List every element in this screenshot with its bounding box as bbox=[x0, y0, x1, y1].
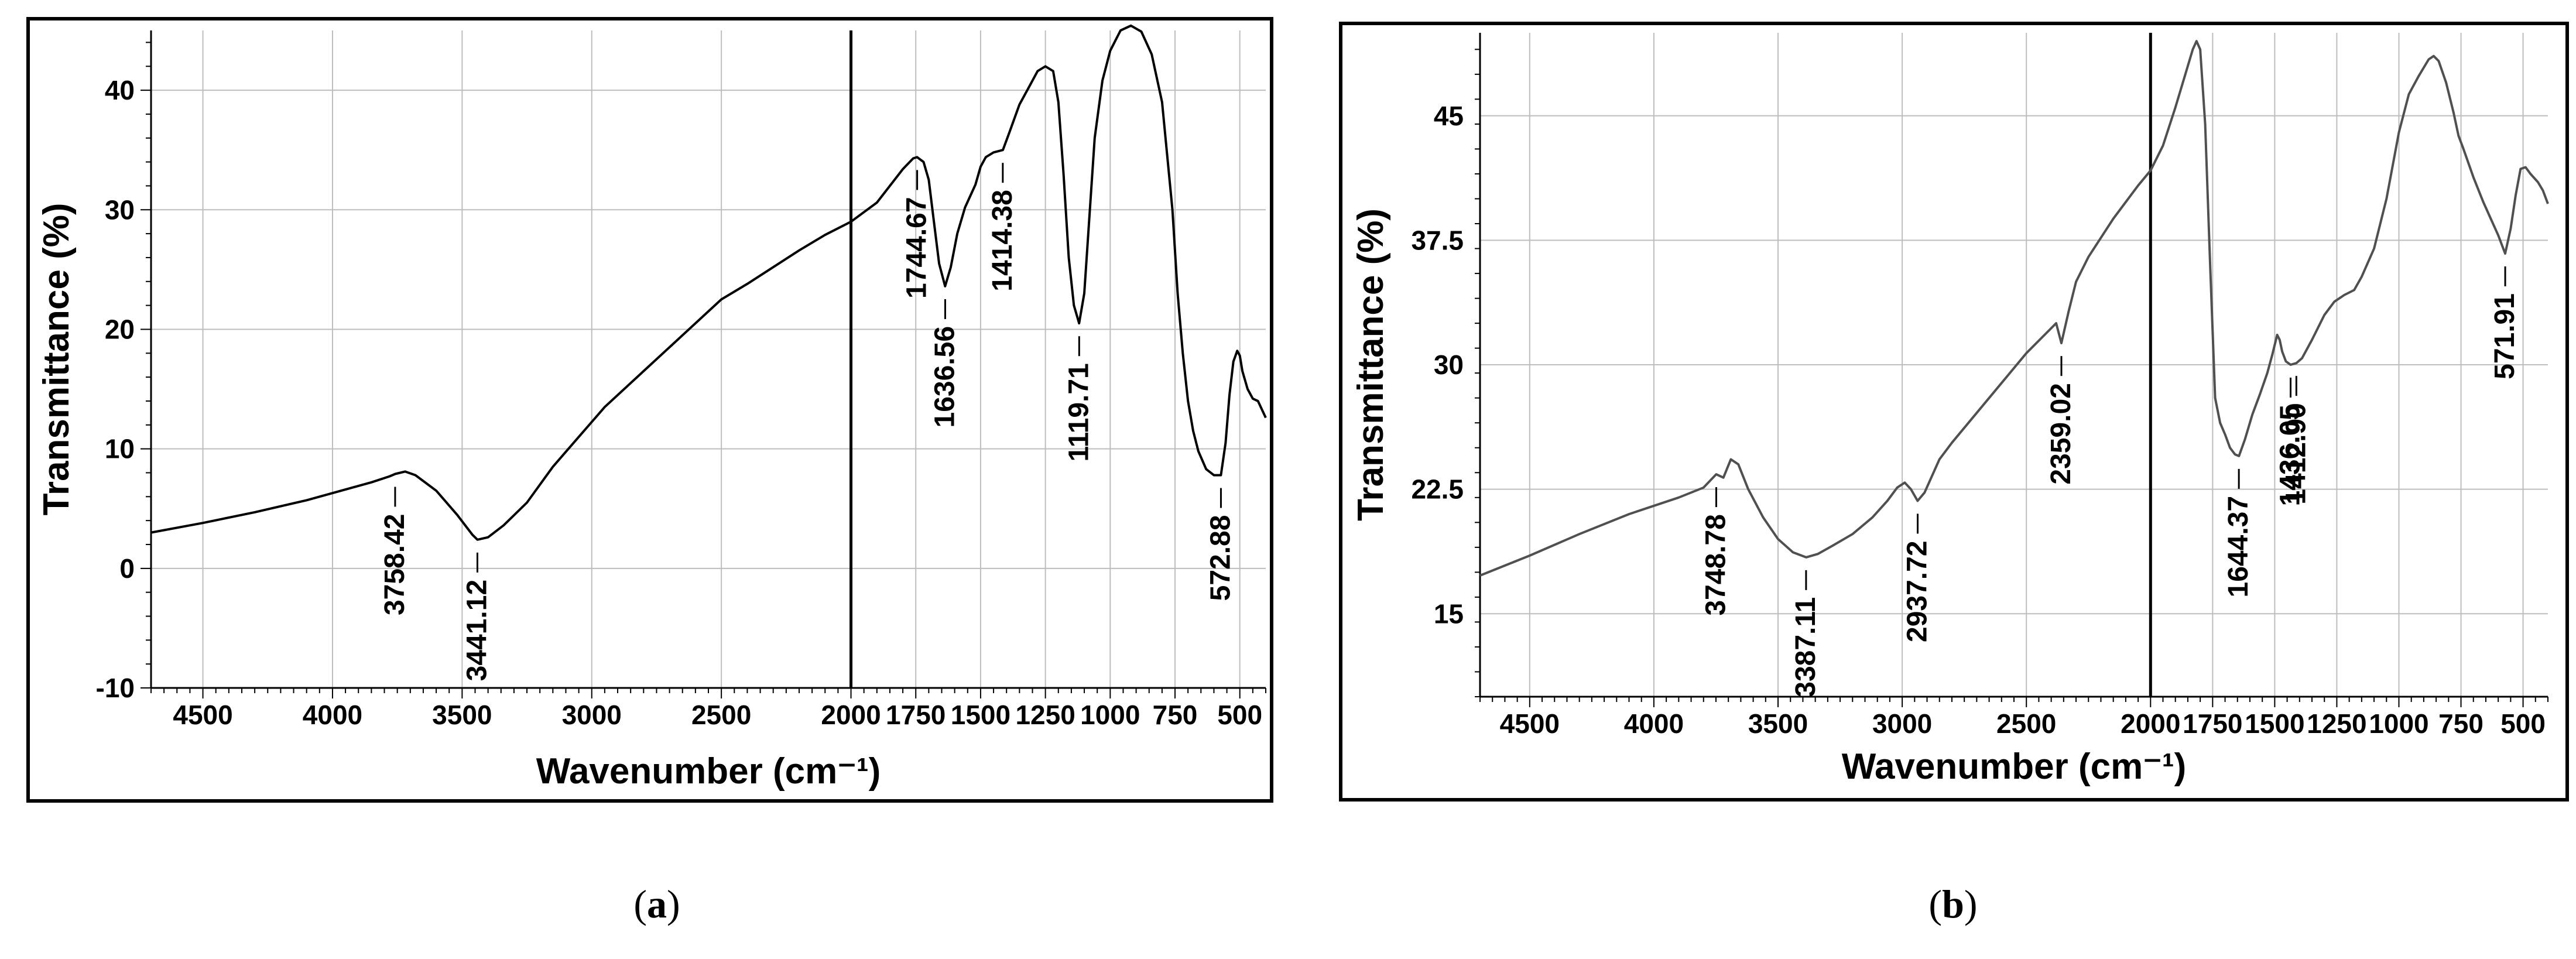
x-tick-label: 2500 bbox=[691, 700, 751, 730]
x-tick-label: 2000 bbox=[2121, 708, 2180, 739]
peak-annotation: 2359.02 bbox=[2046, 356, 2077, 485]
peak-label: 1414.38 bbox=[987, 190, 1018, 292]
y-tick-label: -10 bbox=[96, 673, 135, 703]
x-tick-label: 1000 bbox=[1080, 700, 1140, 730]
peak-label: 3387.11 bbox=[1790, 597, 1821, 697]
peak-label: 3758.42 bbox=[379, 514, 410, 616]
peak-label: 571.91 bbox=[2489, 293, 2520, 379]
chart-panel-b: 4500 4000 3500 3000 2500 2000 1750 1500 1250 1000… bbox=[1339, 22, 2569, 802]
panel-label-b: (b) bbox=[1928, 882, 1978, 926]
y-tick-label: 0 bbox=[119, 553, 135, 584]
gridlines bbox=[1480, 33, 2548, 697]
x-tick-label: 1750 bbox=[2183, 708, 2242, 739]
x-tick-label: 3500 bbox=[432, 700, 492, 730]
minor-ticks bbox=[1475, 49, 2548, 707]
y-tick-label: 10 bbox=[105, 434, 135, 464]
peak-annotation: 3441.12 bbox=[461, 552, 492, 681]
peak-annotation: 3758.42 bbox=[379, 487, 410, 616]
x-tick-label: 4000 bbox=[303, 700, 362, 730]
peak-label: 1436.05 bbox=[2275, 405, 2306, 506]
peak-label: 2937.72 bbox=[1902, 540, 1933, 642]
x-tick-label: 500 bbox=[1217, 700, 1262, 730]
x-axis-label: Wavenumber (cm⁻¹) bbox=[1842, 746, 2187, 787]
peak-label: 1119.71 bbox=[1063, 363, 1094, 461]
peak-annotation: 2937.72 bbox=[1902, 513, 1933, 642]
x-tick-label: 750 bbox=[2438, 708, 2483, 739]
x-tick-label: 1500 bbox=[951, 700, 1010, 730]
peak-annotation: 571.91 bbox=[2489, 266, 2520, 379]
gridlines bbox=[151, 30, 1266, 689]
x-tick-label: 500 bbox=[2500, 708, 2546, 739]
y-tick-label: 22.5 bbox=[1411, 474, 1464, 505]
y-tick-label: 15 bbox=[1434, 598, 1464, 629]
peak-annotation: 1414.38 bbox=[987, 163, 1018, 292]
x-tick-label: 1250 bbox=[1015, 700, 1075, 730]
y-tick-label: 30 bbox=[1434, 350, 1464, 380]
peak-label: 3748.78 bbox=[1700, 514, 1731, 616]
x-tick-label: 4500 bbox=[173, 700, 232, 730]
y-tick-label: 30 bbox=[105, 194, 135, 225]
y-tick-label: 40 bbox=[105, 75, 135, 105]
chart-panel-a: 4500 4000 3500 3000 2500 2000 1750 1500 1250 1000… bbox=[26, 17, 1273, 803]
x-tick-label: 4000 bbox=[1624, 708, 1684, 739]
peak-annotation: 572.88 bbox=[1205, 488, 1236, 601]
x-tick-label: 4500 bbox=[1500, 708, 1560, 739]
x-tick-label: 2000 bbox=[821, 700, 881, 730]
y-axis-label: Transmittance (%) bbox=[1351, 208, 1391, 521]
peak-annotation: 3387.11 bbox=[1790, 570, 1821, 697]
x-tick-label: 3000 bbox=[562, 700, 622, 730]
peak-annotation: 1412.90 bbox=[2280, 376, 2311, 505]
x-axis-label: Wavenumber (cm⁻¹) bbox=[536, 751, 881, 792]
peak-annotation: 1744.67 bbox=[902, 170, 933, 299]
panel-frame bbox=[1339, 22, 2569, 802]
peak-annotation: 1436.05 bbox=[2275, 378, 2306, 506]
x-tick-label: 1000 bbox=[2369, 708, 2428, 739]
series-line bbox=[1479, 40, 2549, 577]
minor-ticks bbox=[141, 42, 1266, 698]
peak-label: 572.88 bbox=[1205, 515, 1236, 601]
series-line bbox=[150, 24, 1267, 541]
peak-annotation: 3748.78 bbox=[1700, 487, 1731, 616]
peak-label: 1644.37 bbox=[2223, 496, 2254, 598]
y-tick-label: 45 bbox=[1434, 101, 1464, 131]
panel-frame bbox=[26, 17, 1273, 803]
peak-label: 3441.12 bbox=[461, 580, 492, 681]
x-tick-label: 1250 bbox=[2307, 708, 2366, 739]
y-axis-label: Transmittance (%) bbox=[36, 203, 77, 515]
y-tick-label: 37.5 bbox=[1411, 225, 1464, 255]
x-tick-label: 2500 bbox=[1996, 708, 2056, 739]
x-tick-label: 1750 bbox=[886, 700, 946, 730]
peak-label: 1412.90 bbox=[2280, 403, 2311, 505]
peak-label: 1744.67 bbox=[902, 197, 933, 299]
peak-label: 2359.02 bbox=[2046, 383, 2077, 485]
x-tick-label: 750 bbox=[1153, 700, 1198, 730]
x-tick-label: 3000 bbox=[1872, 708, 1932, 739]
panel-label-a: (a) bbox=[633, 882, 680, 926]
peak-annotation: 1644.37 bbox=[2223, 468, 2254, 598]
x-tick-label: 1500 bbox=[2245, 708, 2304, 739]
peak-label: 1636.56 bbox=[929, 326, 960, 428]
x-tick-label: 3500 bbox=[1748, 708, 1808, 739]
peak-annotation: 1636.56 bbox=[929, 299, 960, 428]
y-tick-label: 20 bbox=[105, 314, 135, 344]
peak-annotation: 1119.71 bbox=[1063, 336, 1094, 461]
